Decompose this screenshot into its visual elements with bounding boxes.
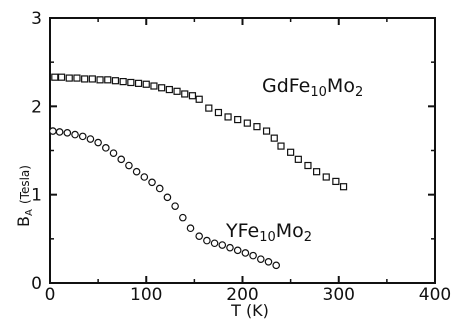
data-point-circle — [55, 128, 64, 136]
data-point-circle — [86, 135, 95, 143]
data-point-circle — [132, 167, 141, 176]
data-point-square — [287, 148, 295, 156]
data-point-square — [214, 108, 223, 117]
data-point-square — [127, 78, 135, 87]
data-point-square — [104, 76, 112, 84]
data-point-circle — [94, 138, 102, 147]
data-point-circle — [155, 184, 164, 193]
data-point-circle — [71, 130, 79, 139]
data-point-circle — [249, 251, 257, 260]
data-point-circle — [117, 155, 126, 164]
data-point-square — [195, 95, 203, 103]
data-point-square — [119, 77, 127, 86]
x-tick-label: 300 — [323, 285, 355, 305]
data-point-square — [150, 82, 158, 90]
data-point-circle — [195, 232, 203, 240]
data-point-square — [277, 142, 285, 150]
y-tick-label: 0 — [31, 274, 42, 294]
data-point-circle — [109, 149, 118, 157]
data-point-circle — [233, 246, 242, 255]
data-point-circle — [163, 193, 172, 202]
data-point-circle — [226, 243, 234, 252]
data-point-circle — [186, 224, 195, 233]
data-point-square — [262, 127, 271, 135]
x-tick-label: 400 — [419, 285, 451, 305]
data-point-square — [205, 104, 213, 112]
data-point-circle — [218, 241, 227, 249]
data-point-square — [243, 119, 251, 127]
x-tick-label: 200 — [226, 285, 258, 305]
data-point-square — [313, 168, 321, 176]
data-point-square — [51, 73, 59, 81]
data-point-square — [142, 80, 150, 88]
data-point-square — [181, 90, 189, 98]
y-tick-label: 1 — [31, 186, 42, 206]
data-point-square — [253, 123, 261, 131]
x-axis-title: T (K) — [230, 301, 269, 320]
data-point-square — [88, 75, 96, 83]
data-point-square — [111, 77, 120, 85]
y-tick-label: 2 — [31, 97, 42, 117]
data-point-square — [134, 79, 143, 87]
x-tick-label: 0 — [45, 285, 56, 305]
data-point-circle — [49, 127, 57, 135]
data-point-circle — [148, 178, 156, 187]
y-tick-label: 3 — [31, 9, 42, 29]
data-point-circle — [179, 213, 187, 222]
data-point-circle — [102, 144, 110, 152]
series-label-gdfe10mo2: GdFe10Mo2 — [262, 75, 363, 100]
data-point-square — [81, 75, 89, 83]
data-point-circle — [63, 129, 72, 137]
data-point-circle — [210, 239, 219, 248]
data-point-square — [234, 115, 242, 124]
data-point-circle — [125, 161, 133, 170]
data-point-square — [188, 92, 197, 100]
data-point-circle — [272, 261, 280, 270]
data-point-square — [332, 177, 340, 186]
data-point-square — [57, 73, 66, 81]
data-point-circle — [203, 236, 211, 245]
data-point-square — [96, 76, 104, 84]
y-axis-title: BA (Tesla) — [14, 165, 35, 227]
data-point-square — [270, 134, 278, 142]
data-point-square — [173, 87, 181, 95]
data-point-circle — [264, 257, 273, 266]
data-point-square — [158, 84, 166, 92]
data-point-square — [322, 173, 330, 181]
series-label-yfe10mo2: YFe10Mo2 — [225, 220, 312, 245]
data-point-circle — [140, 173, 149, 181]
data-point-circle — [256, 255, 265, 263]
x-tick-label: 100 — [130, 285, 162, 305]
data-point-square — [339, 183, 348, 191]
data-point-circle — [171, 202, 179, 210]
data-point-circle — [241, 249, 250, 257]
data-point-circle — [78, 132, 87, 141]
data-point-square — [165, 85, 173, 94]
data-point-square — [73, 74, 81, 82]
data-point-square — [304, 161, 312, 170]
data-point-square — [224, 113, 232, 121]
data-point-square — [294, 155, 302, 163]
data-point-square — [65, 74, 73, 82]
